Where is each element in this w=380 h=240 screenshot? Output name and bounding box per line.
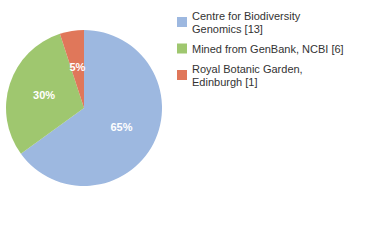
svg-text:Genomics [13]: Genomics [13] [192, 23, 263, 35]
svg-text:Edinburgh [1]: Edinburgh [1] [192, 76, 257, 88]
svg-text:Mined from GenBank, NCBI [6]: Mined from GenBank, NCBI [6] [192, 43, 344, 55]
svg-text:65%: 65% [110, 121, 132, 133]
svg-text:Royal Botanic Garden,: Royal Botanic Garden, [192, 63, 306, 75]
svg-text:30%: 30% [33, 89, 55, 101]
svg-text:5%: 5% [69, 61, 85, 73]
svg-text:Centre for Biodiversity: Centre for Biodiversity [192, 10, 303, 22]
